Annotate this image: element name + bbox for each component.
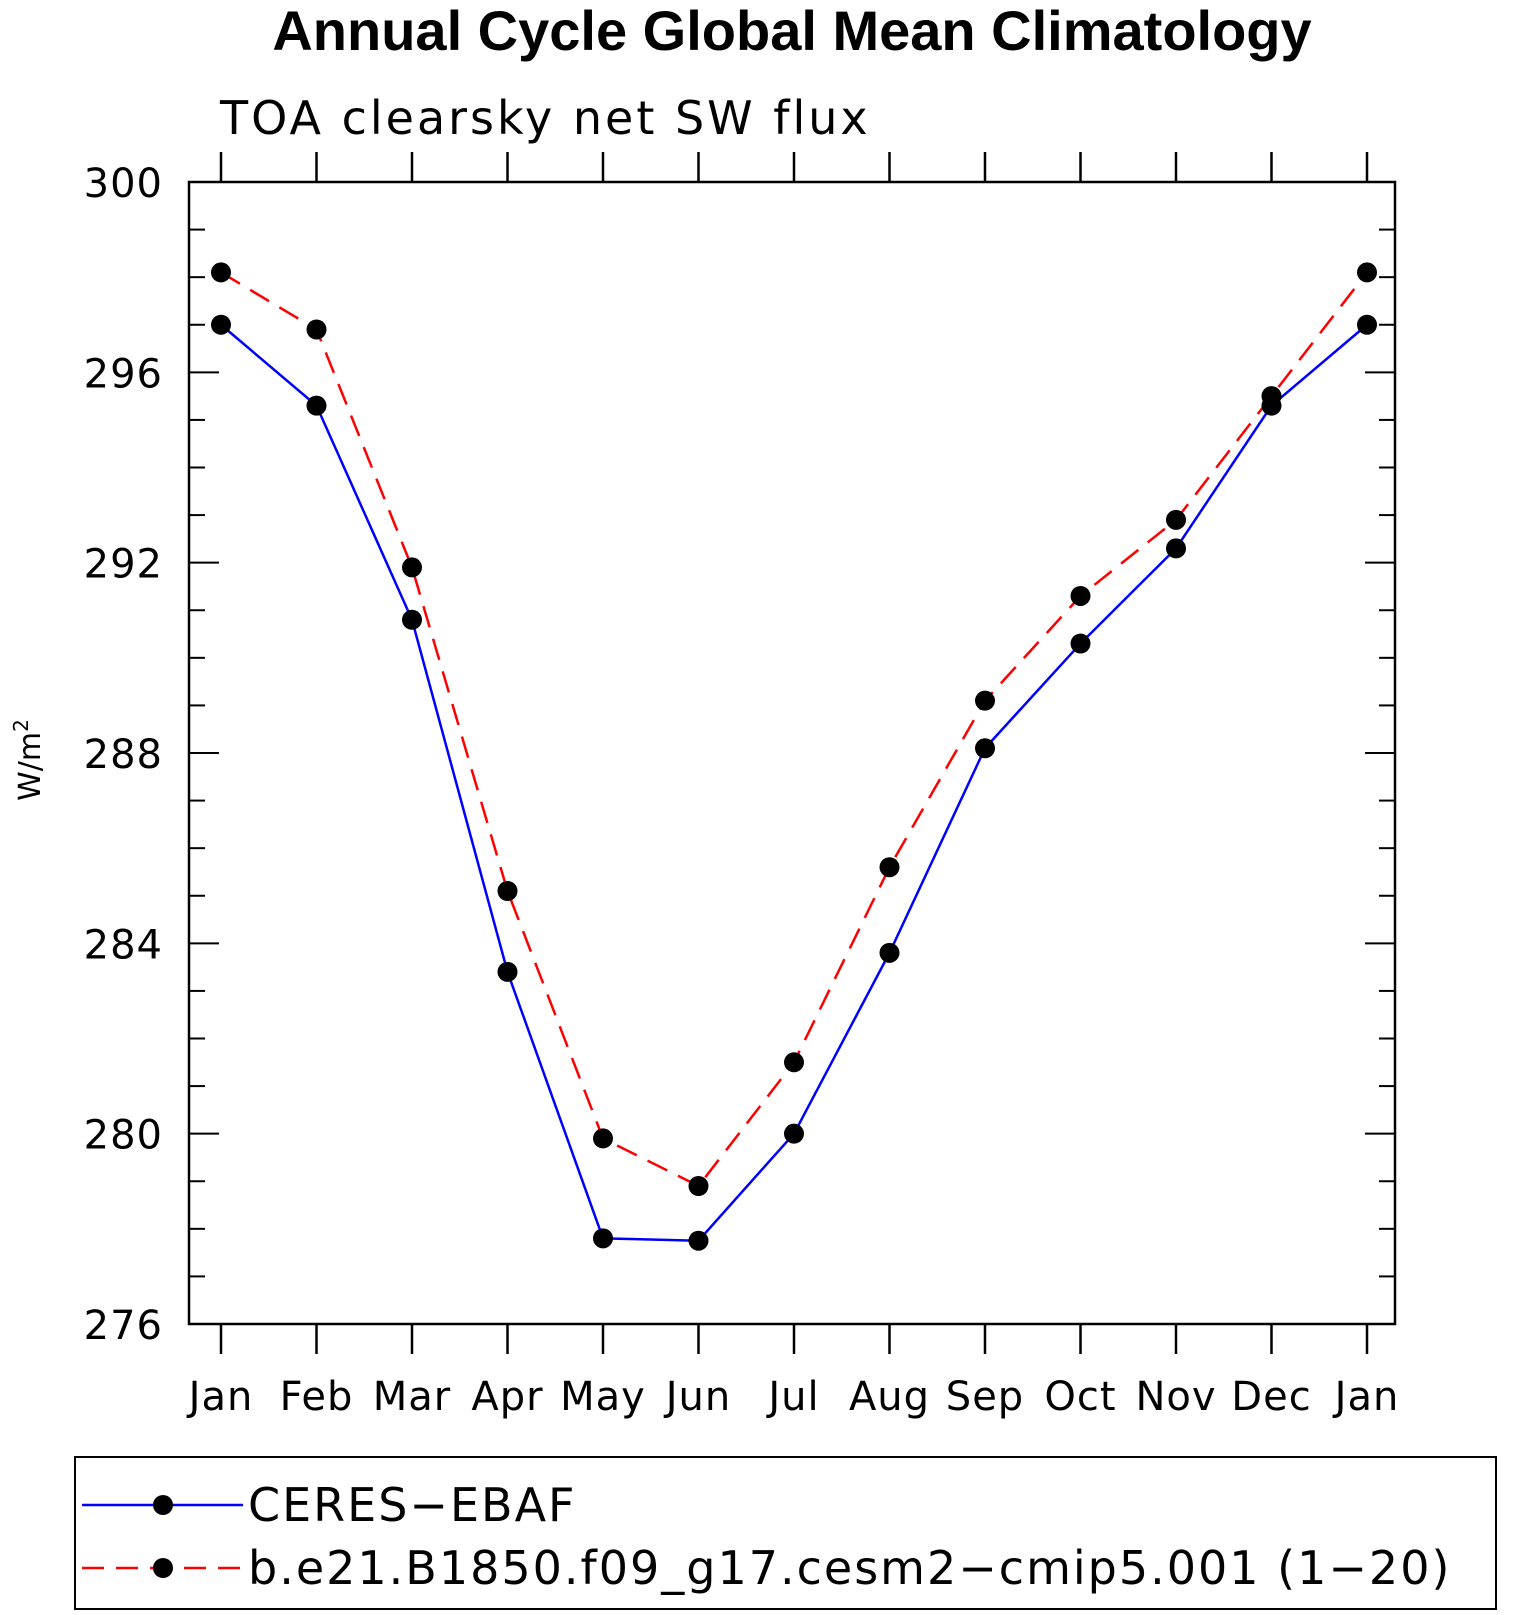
series-1-point: [879, 942, 900, 963]
legend: CERES−EBAF b.e21.B1850.f09_g17.cesm2−cmip…: [74, 1456, 1497, 1610]
x-tick-label: Dec: [1231, 1374, 1311, 1420]
series-2-point: [1166, 509, 1186, 530]
series-1-point: [306, 395, 327, 416]
legend-box: [74, 1456, 1497, 1610]
x-tick-label: Jan: [1332, 1374, 1400, 1420]
y-tick-label: 280: [84, 1113, 163, 1159]
legend-label-2: b.e21.B1850.f09_g17.cesm2−cmip5.001 (1−2…: [248, 1541, 1451, 1595]
legend-marker-1: [153, 1495, 173, 1515]
legend-label-1: CERES−EBAF: [248, 1478, 577, 1532]
series-2-point: [211, 262, 231, 283]
x-tick-label: Jun: [663, 1374, 732, 1420]
y-tick-labels: 276 280 284 288 292 296 300: [84, 161, 163, 1349]
y-tick-label: 292: [84, 542, 163, 588]
y-tick-label: 288: [84, 732, 163, 778]
series-2-point: [879, 857, 900, 878]
series-1-point: [593, 1228, 613, 1249]
y-tick-label: 300: [84, 161, 163, 207]
series-2-point: [306, 319, 327, 340]
x-tick-label: Aug: [849, 1374, 930, 1420]
x-tick-label: Sep: [946, 1374, 1024, 1420]
series-1-point: [1357, 314, 1377, 335]
series-2-point: [784, 1052, 804, 1073]
series-2-point: [1261, 386, 1282, 407]
series-2-point: [975, 690, 995, 711]
series-1-point: [1166, 538, 1186, 559]
y-tick-label: 284: [84, 922, 163, 968]
series-2-point: [1357, 262, 1377, 283]
series-1-point: [688, 1230, 709, 1251]
x-tick-label: May: [560, 1374, 646, 1420]
series-line-2: [220, 271, 1368, 1188]
x-tick-label: Feb: [280, 1374, 354, 1420]
x-tick-labels: Jan Feb Mar Apr May Jun Jul Aug Sep Oct Nov Dec Jan: [186, 1374, 1400, 1420]
series-2-point: [402, 557, 422, 578]
series-2-point: [1070, 585, 1091, 606]
chart-subtitle: TOA clearsky net SW flux: [219, 91, 871, 145]
plot-axes: [187, 152, 1397, 1354]
series-layer: [211, 262, 1377, 1251]
plot-frame: [187, 180, 1397, 1326]
x-tick-label: Mar: [373, 1374, 451, 1420]
series-2-point: [688, 1176, 709, 1197]
series-2-point: [497, 880, 518, 901]
series-1-point: [402, 609, 422, 630]
series-1-point: [1070, 633, 1091, 654]
series-1-point: [784, 1123, 804, 1144]
series-1-point: [211, 314, 231, 335]
chart-title: Annual Cycle Global Mean Climatology: [272, 0, 1311, 62]
legend-entries: CERES−EBAF b.e21.B1850.f09_g17.cesm2−cmip…: [82, 1478, 1451, 1595]
y-tick-label: 296: [84, 351, 163, 397]
x-tick-label: Oct: [1044, 1374, 1116, 1420]
series-line-1: [220, 323, 1368, 1242]
x-tick-label: Jul: [765, 1374, 819, 1420]
y-tick-label: 276: [84, 1303, 163, 1349]
x-tick-label: Nov: [1135, 1374, 1216, 1420]
series-2-point: [593, 1128, 613, 1149]
legend-marker-2: [153, 1558, 173, 1578]
series-1-point: [497, 961, 518, 982]
x-tick-label: Jan: [186, 1374, 254, 1420]
x-tick-label: Apr: [471, 1374, 543, 1420]
y-axis-label: W/m2: [9, 719, 48, 801]
series-1-point: [975, 738, 995, 759]
